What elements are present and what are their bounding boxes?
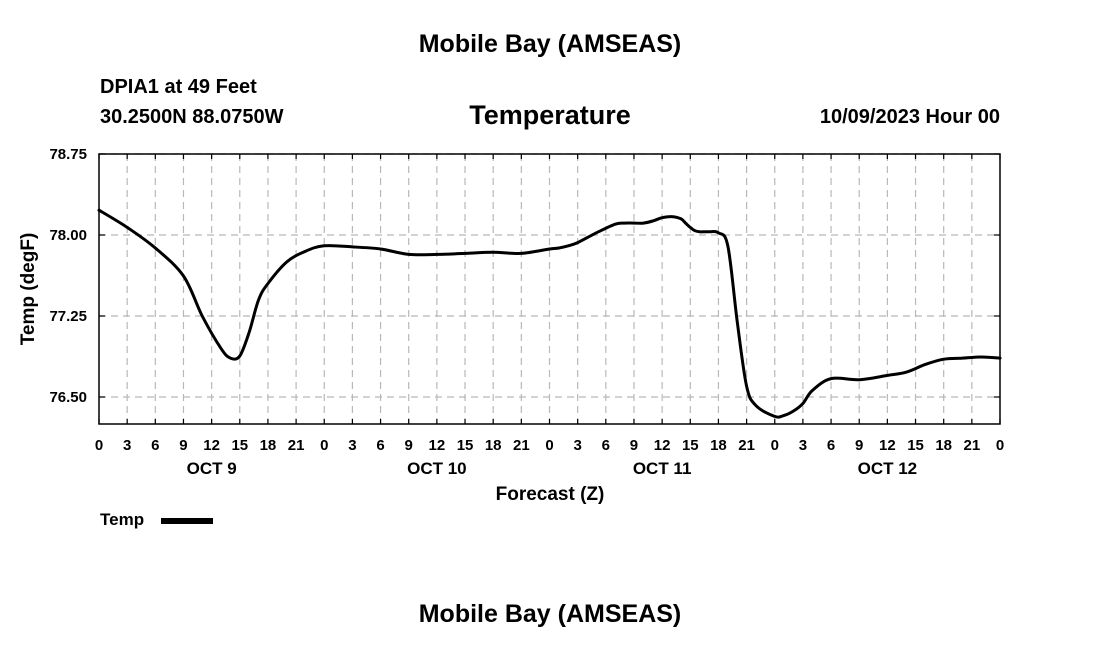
x-axis-title: Forecast (Z) <box>496 484 605 505</box>
y-tick-label: 76.50 <box>49 389 87 406</box>
day-label: OCT 10 <box>407 459 467 478</box>
y-tick-label: 78.75 <box>49 146 87 163</box>
x-tick-label: 18 <box>710 437 727 454</box>
x-tick-label: 21 <box>513 437 530 454</box>
y-tick-label: 77.25 <box>49 308 87 325</box>
grid-lines <box>99 153 1000 424</box>
x-tick-label: 6 <box>376 437 384 454</box>
x-tick-label: 12 <box>654 437 671 454</box>
run-time-label: 10/09/2023 Hour 00 <box>819 106 1000 128</box>
axis-ticks <box>98 153 1001 424</box>
x-tick-label: 3 <box>348 437 356 454</box>
day-label: OCT 12 <box>858 459 918 478</box>
x-tick-label: 18 <box>260 437 277 454</box>
station-label: DPIA1 at 49 Feet <box>100 76 257 98</box>
x-tick-label: 12 <box>879 437 896 454</box>
x-tick-label: 21 <box>288 437 305 454</box>
legend-label: Temp <box>100 510 145 529</box>
series-layer <box>97 208 1002 419</box>
y-tick-label: 78.00 <box>49 227 87 244</box>
y-axis-title: Temp (degF) <box>18 233 39 346</box>
x-tick-label: 15 <box>907 437 924 454</box>
footer-title: Mobile Bay (AMSEAS) <box>418 600 682 628</box>
x-tick-label: 9 <box>405 437 413 454</box>
x-tick-label: 21 <box>738 437 755 454</box>
x-tick-label: 15 <box>231 437 248 454</box>
plot-frame <box>98 153 1001 425</box>
x-tick-label: 21 <box>964 437 981 454</box>
x-tick-label: 3 <box>799 437 807 454</box>
x-tick-label: 6 <box>602 437 610 454</box>
page-title: Mobile Bay (AMSEAS) <box>418 30 682 58</box>
coordinates-label: 30.2500N 88.0750W <box>100 106 284 128</box>
x-tick-label: 9 <box>630 437 638 454</box>
chart-title: Temperature <box>469 100 631 130</box>
x-tick-label: 0 <box>771 437 779 454</box>
x-tick-label: 3 <box>123 437 131 454</box>
legend-swatch <box>161 518 213 524</box>
x-tick-label: 18 <box>485 437 502 454</box>
x-tick-label: 15 <box>682 437 699 454</box>
x-tick-label: 3 <box>573 437 581 454</box>
x-tick-label: 0 <box>95 437 103 454</box>
x-tick-label: 9 <box>855 437 863 454</box>
x-tick-label: 12 <box>203 437 220 454</box>
axis-labels: 0 3 6 9 12 15 18 21 0 3 6 9 12 15 18 21 0 3 6 9 12 15 18 21 0 3 6 9… <box>49 146 1004 478</box>
x-tick-label: 0 <box>320 437 328 454</box>
temperature-chart: 0 3 6 9 12 15 18 21 0 3 6 9 12 15 18 21 0 3 6 9 12 15 18 21 0 3 6 9… <box>18 146 1004 505</box>
x-tick-label: 6 <box>827 437 835 454</box>
x-tick-label: 15 <box>457 437 474 454</box>
x-tick-label: 0 <box>545 437 553 454</box>
x-tick-label: 18 <box>935 437 952 454</box>
day-label: OCT 9 <box>187 459 237 478</box>
x-tick-label: 9 <box>179 437 187 454</box>
x-tick-label: 12 <box>429 437 446 454</box>
x-tick-label: 0 <box>996 437 1004 454</box>
series-line-temp <box>97 208 1002 419</box>
day-label: OCT 11 <box>633 459 692 478</box>
x-tick-label: 6 <box>151 437 159 454</box>
